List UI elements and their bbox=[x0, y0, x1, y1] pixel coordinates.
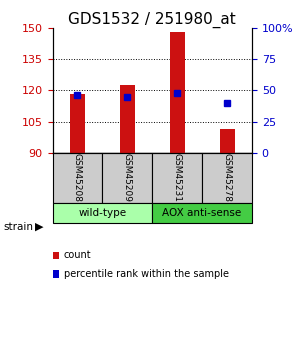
Text: count: count bbox=[64, 250, 91, 260]
Bar bbox=[202, 153, 252, 203]
Title: GDS1532 / 251980_at: GDS1532 / 251980_at bbox=[68, 11, 236, 28]
Bar bbox=[152, 153, 202, 203]
Bar bbox=[152, 203, 252, 223]
Text: AOX anti-sense: AOX anti-sense bbox=[163, 208, 242, 218]
Text: GSM45208: GSM45208 bbox=[73, 154, 82, 203]
Bar bbox=[52, 203, 152, 223]
Bar bbox=[70, 93, 85, 153]
Text: GSM45278: GSM45278 bbox=[223, 154, 232, 203]
Bar bbox=[170, 32, 185, 153]
Text: GSM45231: GSM45231 bbox=[173, 154, 182, 203]
Bar bbox=[220, 129, 235, 153]
Text: percentile rank within the sample: percentile rank within the sample bbox=[64, 269, 229, 279]
Text: wild-type: wild-type bbox=[78, 208, 126, 218]
Bar bbox=[52, 153, 102, 203]
Bar bbox=[120, 85, 135, 153]
Text: ▶: ▶ bbox=[34, 222, 43, 232]
Text: strain: strain bbox=[3, 222, 33, 232]
Text: GSM45209: GSM45209 bbox=[123, 154, 132, 203]
Bar bbox=[102, 153, 152, 203]
